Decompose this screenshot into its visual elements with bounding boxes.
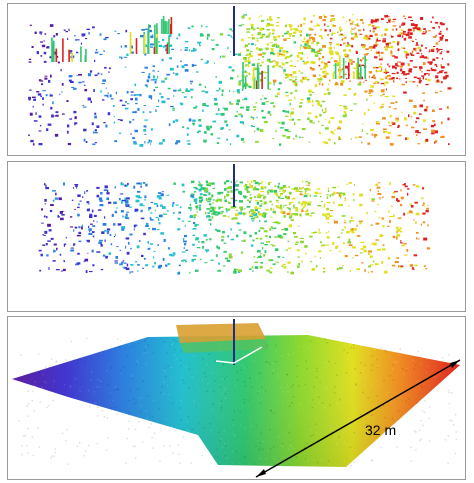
scale-bar-arrow-start <box>256 469 266 477</box>
scale-bar-line <box>255 359 461 478</box>
point-cloud-top <box>28 6 452 147</box>
point-cloud-panel-middle <box>7 161 466 312</box>
scale-bar-arrow-end <box>450 360 460 368</box>
terrain-surface-panel: 32 m <box>7 316 466 480</box>
point-cloud-panel-top <box>7 3 466 156</box>
terrain-surface-shading <box>12 335 460 467</box>
terrain-surface <box>12 319 461 478</box>
point-cloud-middle <box>38 164 431 275</box>
scale-bar-label: 32 m <box>365 422 397 438</box>
terrain-raised-block <box>176 323 266 343</box>
